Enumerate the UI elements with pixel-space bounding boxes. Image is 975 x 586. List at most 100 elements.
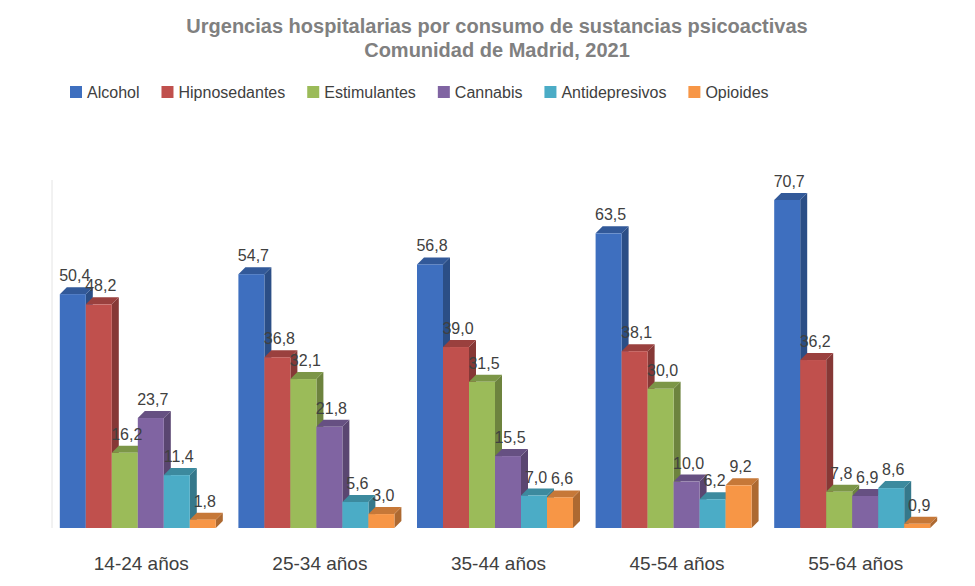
bar: [190, 520, 216, 528]
bar: [417, 264, 443, 528]
bar: [60, 294, 86, 528]
bar-top: [622, 344, 655, 351]
bar-top: [290, 372, 323, 379]
bar: [316, 427, 342, 528]
data-label: 70,7: [774, 173, 805, 190]
bar-top: [904, 517, 937, 524]
bar: [495, 456, 521, 528]
bar: [852, 496, 878, 528]
data-label: 7,8: [830, 465, 852, 482]
bar-3d: [878, 481, 911, 528]
legend-swatch: [438, 86, 450, 98]
bar-top: [726, 478, 759, 485]
bar: [800, 360, 826, 528]
bar: [86, 304, 112, 528]
legend-label: Alcohol: [87, 84, 139, 101]
bar: [648, 389, 674, 528]
bar: [112, 453, 138, 528]
y-axis-line: [52, 180, 53, 528]
bar-top: [368, 507, 401, 514]
data-label: 6,2: [703, 472, 725, 489]
bar: [547, 497, 573, 528]
bar-top: [495, 449, 528, 456]
data-label: 6,6: [551, 470, 573, 487]
x-tick-label: 25-34 años: [272, 553, 367, 574]
bar-3d: [726, 478, 759, 528]
bar-top: [190, 513, 223, 520]
bar: [700, 499, 726, 528]
bar: [368, 514, 394, 528]
data-label: 54,7: [238, 247, 269, 264]
bar-top: [521, 489, 554, 496]
bar: [469, 382, 495, 528]
bar: [774, 200, 800, 528]
bar-top: [164, 468, 197, 475]
bar-3d: [368, 507, 401, 528]
data-label: 36,8: [264, 330, 295, 347]
data-label: 56,8: [416, 237, 447, 254]
bar: [290, 379, 316, 528]
bar: [826, 492, 852, 528]
bar-top: [138, 411, 171, 418]
bar: [164, 475, 190, 528]
bar: [521, 496, 547, 528]
bar-top: [774, 193, 807, 200]
data-label: 16,2: [111, 426, 142, 443]
legend-label: Cannabis: [455, 84, 523, 101]
data-label: 30,0: [647, 362, 678, 379]
bar-side: [752, 478, 759, 528]
data-label: 3,0: [372, 487, 394, 504]
bar-3d: [190, 513, 223, 528]
data-label: 1,8: [194, 493, 216, 510]
data-label: 7,0: [525, 469, 547, 486]
bar: [238, 274, 264, 528]
data-label: 48,2: [85, 277, 116, 294]
bar-top: [596, 226, 629, 233]
data-label: 8,6: [882, 461, 904, 478]
bar-top: [86, 297, 119, 304]
bar: [342, 502, 368, 528]
data-label: 23,7: [137, 391, 168, 408]
data-label: 21,8: [316, 400, 347, 417]
bar-top: [238, 267, 271, 274]
bar-top: [648, 382, 681, 389]
legend-label: Opioides: [705, 84, 768, 101]
bar-top: [878, 481, 911, 488]
legend-swatch: [161, 86, 173, 98]
data-label: 38,1: [621, 324, 652, 341]
data-label: 32,1: [290, 352, 321, 369]
chart-svg: Urgencias hospitalarias por consumo de s…: [0, 0, 975, 586]
bar-top: [800, 353, 833, 360]
legend-label: Hipnosedantes: [178, 84, 285, 101]
data-label: 0,9: [908, 497, 930, 514]
bar-top: [469, 375, 502, 382]
legend-swatch: [70, 86, 82, 98]
data-label: 9,2: [729, 458, 751, 475]
x-tick-label: 14-24 años: [94, 553, 189, 574]
bar-3d: [904, 517, 937, 528]
data-label: 36,2: [800, 333, 831, 350]
bar-3d: [547, 490, 580, 528]
x-tick-label: 35-44 años: [451, 553, 546, 574]
legend-label: Estimulantes: [324, 84, 416, 101]
legend-swatch: [307, 86, 319, 98]
bar-top: [443, 340, 476, 347]
legend-swatch: [544, 86, 556, 98]
subtitle: Comunidad de Madrid, 2021: [364, 39, 630, 61]
data-label: 11,4: [164, 448, 194, 465]
bar-top: [826, 485, 859, 492]
bar: [264, 357, 290, 528]
chart-container: Urgencias hospitalarias por consumo de s…: [0, 0, 975, 586]
bars: [60, 193, 937, 528]
title: Urgencias hospitalarias por consumo de s…: [186, 15, 807, 37]
x-tick-label: 55-64 años: [808, 553, 903, 574]
data-label: 39,0: [442, 320, 473, 337]
data-label: 15,5: [494, 429, 525, 446]
bar: [674, 482, 700, 528]
bar: [726, 485, 752, 528]
data-label: 10,0: [673, 455, 704, 472]
x-tick-label: 45-54 años: [630, 553, 725, 574]
bar: [904, 524, 930, 528]
bar-top: [342, 495, 375, 502]
bar-top: [417, 257, 450, 264]
